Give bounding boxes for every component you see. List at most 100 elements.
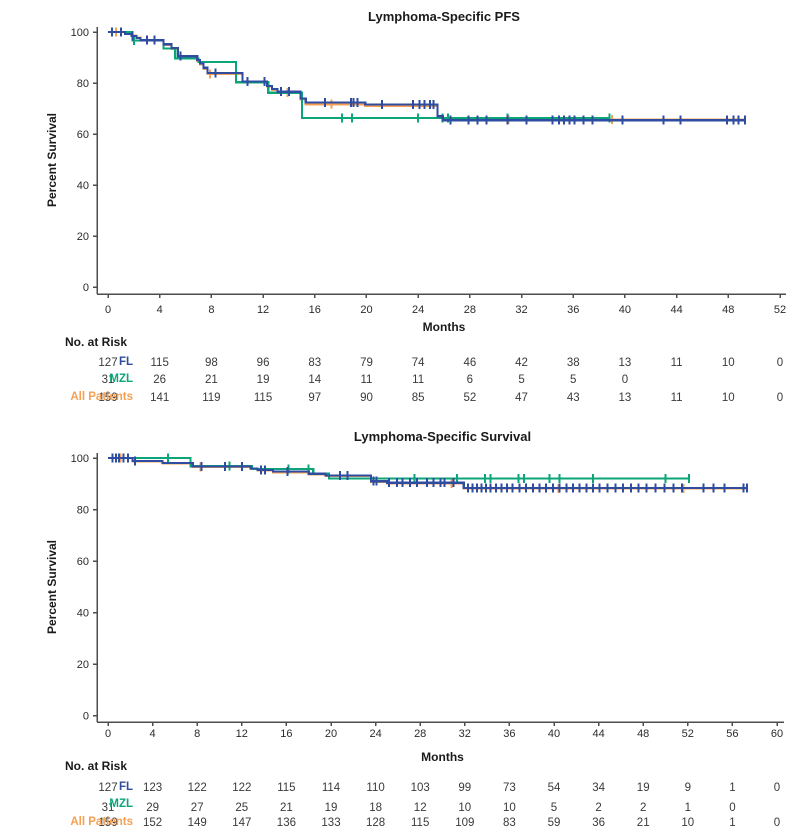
risk-count: 21 xyxy=(205,374,218,386)
risk-count: 13 xyxy=(619,392,632,404)
svg-text:40: 40 xyxy=(548,728,560,740)
risk-count: 27 xyxy=(191,802,204,814)
risk-count: 1 xyxy=(729,782,735,794)
svg-text:56: 56 xyxy=(726,728,738,740)
risk-count: 115 xyxy=(277,782,295,794)
risk-row-label-fl-pfs: FL xyxy=(118,356,133,368)
risk-count: 96 xyxy=(257,357,270,369)
svg-text:24: 24 xyxy=(412,304,424,316)
risk-count: 73 xyxy=(503,782,516,794)
svg-text:28: 28 xyxy=(464,304,476,316)
svg-text:12: 12 xyxy=(236,728,248,740)
risk-row-label-mzl-pfs: MZL xyxy=(109,373,133,385)
svg-text:0: 0 xyxy=(83,711,89,723)
risk-count: 152 xyxy=(143,817,162,829)
risk-count: 6 xyxy=(467,374,473,386)
risk-count: 12 xyxy=(414,802,427,814)
svg-text:16: 16 xyxy=(280,728,292,740)
risk-count: 109 xyxy=(455,817,474,829)
risk-count: 11 xyxy=(671,392,683,404)
svg-text:28: 28 xyxy=(414,728,426,740)
svg-text:20: 20 xyxy=(77,231,89,243)
risk-count: 122 xyxy=(232,782,251,794)
risk-count: 141 xyxy=(150,392,169,404)
risk-count: 10 xyxy=(722,357,735,369)
risk-count: 103 xyxy=(411,782,430,794)
risk-count: 98 xyxy=(205,357,218,369)
risk-count: 10 xyxy=(722,392,735,404)
svg-text:60: 60 xyxy=(77,129,89,141)
risk-count: 0 xyxy=(622,374,628,386)
risk-count: 128 xyxy=(366,817,385,829)
svg-text:20: 20 xyxy=(325,728,337,740)
risk-count: 34 xyxy=(592,782,605,794)
svg-text:8: 8 xyxy=(208,304,214,316)
risk-count: 149 xyxy=(188,817,207,829)
risk-count: 74 xyxy=(412,357,425,369)
svg-text:20: 20 xyxy=(360,304,372,316)
risk-count: 54 xyxy=(548,782,561,794)
risk-count: 123 xyxy=(143,782,162,794)
risk-count: 0 xyxy=(774,782,780,794)
risk-count: 18 xyxy=(369,802,382,814)
svg-text:32: 32 xyxy=(459,728,471,740)
risk-count: 79 xyxy=(360,357,373,369)
svg-text:52: 52 xyxy=(682,728,694,740)
risk-count: 19 xyxy=(637,782,650,794)
y-axis-label-survival: Percent Survival xyxy=(45,540,59,634)
svg-text:4: 4 xyxy=(157,304,163,316)
chart-title-survival: Lymphoma-Specific Survival xyxy=(353,429,532,444)
risk-count: 31 xyxy=(102,374,115,386)
risk-count: 21 xyxy=(280,802,293,814)
risk-count: 10 xyxy=(503,802,516,814)
svg-text:36: 36 xyxy=(567,304,579,316)
chart-title-pfs: Lymphoma-Specific PFS xyxy=(368,9,520,24)
risk-count: 133 xyxy=(321,817,340,829)
svg-text:20: 20 xyxy=(77,659,89,671)
risk-count: 47 xyxy=(515,392,528,404)
svg-text:8: 8 xyxy=(194,728,200,740)
km-curve-fl xyxy=(108,456,747,489)
risk-count: 52 xyxy=(463,392,476,404)
x-axis-label-survival: Months xyxy=(421,750,464,764)
risk-count: 14 xyxy=(308,374,321,386)
risk-count: 19 xyxy=(257,374,270,386)
risk-table-header-survival: No. at Risk xyxy=(65,759,128,773)
risk-count: 90 xyxy=(360,392,373,404)
risk-count: 2 xyxy=(640,802,646,814)
risk-count: 122 xyxy=(188,782,207,794)
risk-row-label-all-patients-survival: All Patients xyxy=(70,816,133,828)
risk-count: 31 xyxy=(102,802,115,814)
svg-text:44: 44 xyxy=(670,304,682,316)
risk-count: 1 xyxy=(729,817,735,829)
svg-text:48: 48 xyxy=(637,728,649,740)
risk-count: 99 xyxy=(458,782,471,794)
risk-count: 10 xyxy=(681,817,694,829)
risk-count: 0 xyxy=(729,802,735,814)
risk-row-label-all-patients-pfs: All Patients xyxy=(70,391,133,403)
risk-count: 159 xyxy=(98,817,117,829)
risk-count: 11 xyxy=(360,374,372,386)
risk-count: 115 xyxy=(151,357,169,369)
svg-text:60: 60 xyxy=(77,556,89,568)
risk-count: 21 xyxy=(637,817,650,829)
risk-count: 110 xyxy=(366,782,384,794)
risk-count: 159 xyxy=(98,392,117,404)
risk-count: 0 xyxy=(777,392,783,404)
risk-count: 127 xyxy=(98,357,117,369)
km-curve-all-patients xyxy=(108,30,746,121)
svg-text:48: 48 xyxy=(722,304,734,316)
svg-text:100: 100 xyxy=(71,453,89,465)
svg-text:0: 0 xyxy=(105,728,111,740)
risk-count: 147 xyxy=(232,817,251,829)
risk-count: 2 xyxy=(595,802,601,814)
risk-row-label-fl-survival: FL xyxy=(118,781,133,793)
svg-text:36: 36 xyxy=(503,728,515,740)
risk-count: 25 xyxy=(235,802,248,814)
risk-count: 5 xyxy=(518,374,524,386)
svg-text:4: 4 xyxy=(150,728,156,740)
